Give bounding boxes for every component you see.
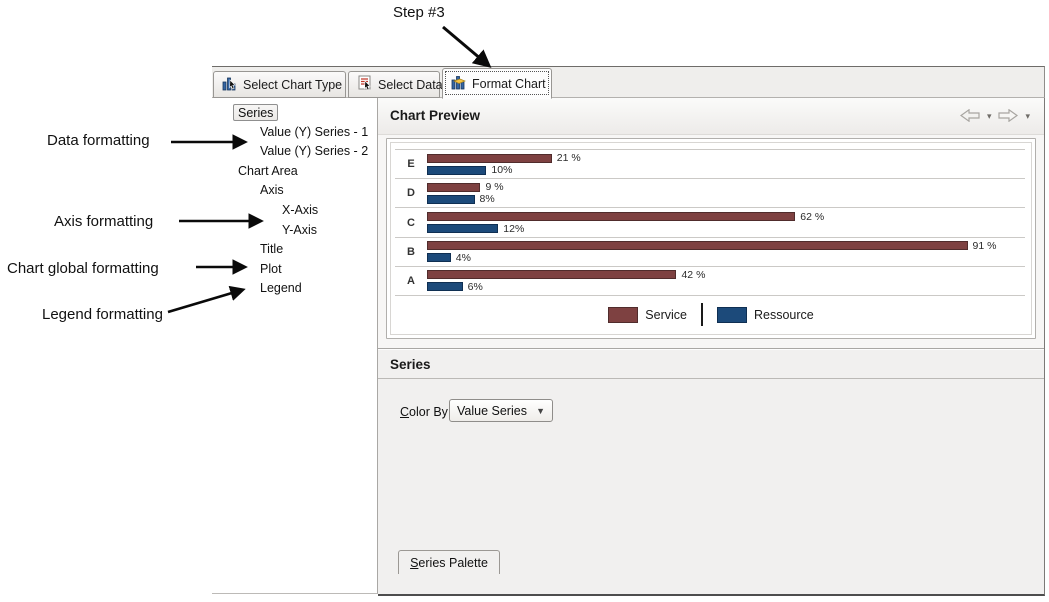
bar-service-d [427,182,481,192]
series-section: Series Color By: Value Series ▼ SeriesTi… [378,348,1044,594]
bar-value-label: 42 % [681,268,706,281]
bar-value-label: 91 % [972,239,997,252]
bar-ressource-b [427,253,451,263]
legend-divider [700,303,703,326]
format-chart-panel: Chart Preview ▾ ▾ E 21 % 10% D 9 % 8% C 62 % 12%… [378,98,1045,596]
tree-item-title[interactable]: Title [260,242,284,257]
tree-item-x-axis[interactable]: X-Axis [282,203,319,217]
tree-item-chart-area[interactable]: Chart Area [238,163,298,178]
bar-line: 62 % [427,210,1021,223]
bar-line: 8% [427,193,1021,206]
category-row-d: D 9 % 8% [395,178,1025,207]
tab-label: Select Chart Type [243,77,343,92]
tree-item-value-y-series-1[interactable]: Value (Y) Series - 1 [260,124,369,139]
bar-service-e [427,153,552,163]
legend-swatch-ressource [716,306,747,323]
bar-line: 6% [427,280,1021,293]
category-bars: 91 % 4% [427,239,1025,264]
category-bars: 42 % 6% [427,268,1025,293]
chart-preview-header: Chart Preview ▾ ▾ [378,98,1044,135]
step-label: Step #3 [393,4,445,21]
color-by-label: Color By: [400,405,452,419]
bar-ressource-e [427,165,487,175]
bar-ressource-c [427,224,499,233]
bar-service-b [427,241,968,251]
category-label: E [407,158,415,171]
tree-item-value-y-series-2[interactable]: Value (Y) Series - 2 [260,144,369,159]
callout-axis-formatting: Axis formatting [54,213,154,230]
tab-format-chart[interactable]: Format Chart [442,68,552,99]
tree-item-series[interactable]: Series [233,104,279,121]
callout-data-formatting: Data formatting [47,132,150,149]
preview-nav-controls: ▾ ▾ [959,109,1030,122]
category-bars: 9 % 8% [427,181,1025,206]
category-label: D [407,187,415,200]
category-bars: 21 % 10% [427,152,1025,177]
bar-value-label: 6% [467,280,483,293]
bar-value-label: 9 % [485,181,504,194]
back-dropdown-icon[interactable]: ▾ [986,110,992,121]
bar-value-label: 21 % [556,152,581,165]
bar-value-label: 4% [455,251,471,264]
category-label: A [407,274,415,287]
bar-value-label: 62 % [800,210,825,223]
bar-line: 10% [427,164,1021,177]
category-row-b: B 91 % 4% [395,236,1025,266]
tab-select-data[interactable]: Select Data [348,71,443,98]
legend-label-service: Service [645,307,687,322]
legend-swatch-service [608,306,639,323]
bar-value-label: 8% [479,193,495,206]
category-bars: 62 % 12% [427,210,1025,235]
forward-arrow-icon[interactable] [998,109,1019,122]
tree-item-plot[interactable]: Plot [260,261,282,276]
bar-line: 91 % [427,239,1021,252]
category-row-e: E 21 % 10% [395,149,1025,178]
bar-value-label: 10% [491,164,513,177]
select-data-icon [357,75,373,94]
chart-preview-title: Chart Preview [390,108,481,123]
bar-value-label: 12% [503,222,525,235]
bar-line: 9 % [427,181,1021,194]
format-chart-icon [451,74,467,93]
chevron-down-icon: ▼ [536,405,545,416]
bar-ressource-a [427,282,463,292]
section-divider [378,378,1044,379]
tab-select-chart-type[interactable]: Select Chart Type [213,71,346,98]
wizard-tab-bar: Select Chart Type Select Data Format Chart [212,66,1045,99]
series-section-title: Series [390,357,431,372]
tree-item-legend[interactable]: Legend [260,281,302,296]
chart-legend: Service Ressource [391,303,1031,326]
bar-line: 4% [427,251,1021,264]
tree-item-axis[interactable]: Axis [260,183,284,198]
category-row-a: A 42 % 6% [395,265,1025,297]
chart-preview-canvas: E 21 % 10% D 9 % 8% C 62 % 12% B 91 % 4% A 42 % 6% Ser… [386,138,1036,339]
category-row-c: C 62 % 12% [395,207,1025,236]
tab-label: Select Data [378,77,443,92]
chart-type-icon [222,75,238,94]
step-arrow [442,25,492,68]
category-label: B [407,245,415,258]
bar-ressource-d [427,194,475,204]
bar-line: 42 % [427,268,1021,281]
back-arrow-icon[interactable] [959,109,980,122]
tree-item-y-axis[interactable]: Y-Axis [282,222,317,237]
color-by-dropdown[interactable]: Value Series ▼ [449,399,553,422]
bar-line: 12% [427,222,1021,235]
callout-legend-formatting: Legend formatting [42,306,163,323]
bar-service-a [427,270,677,280]
bar-service-c [427,212,796,221]
legend-label-ressource: Ressource [753,307,814,322]
chart-element-tree: Series Value (Y) Series - 1 Value (Y) Seri… [212,98,378,594]
bar-line: 21 % [427,152,1021,165]
tab-label: Format Chart [472,76,546,91]
callout-global-formatting: Chart global formatting [7,260,159,277]
category-label: C [407,216,415,229]
series-palette-tab[interactable]: Series Palette [398,550,500,574]
bar-plot: E 21 % 10% D 9 % 8% C 62 % 12% B 91 % 4% A 42 % 6% [395,149,1025,297]
forward-dropdown-icon[interactable]: ▾ [1025,110,1030,121]
